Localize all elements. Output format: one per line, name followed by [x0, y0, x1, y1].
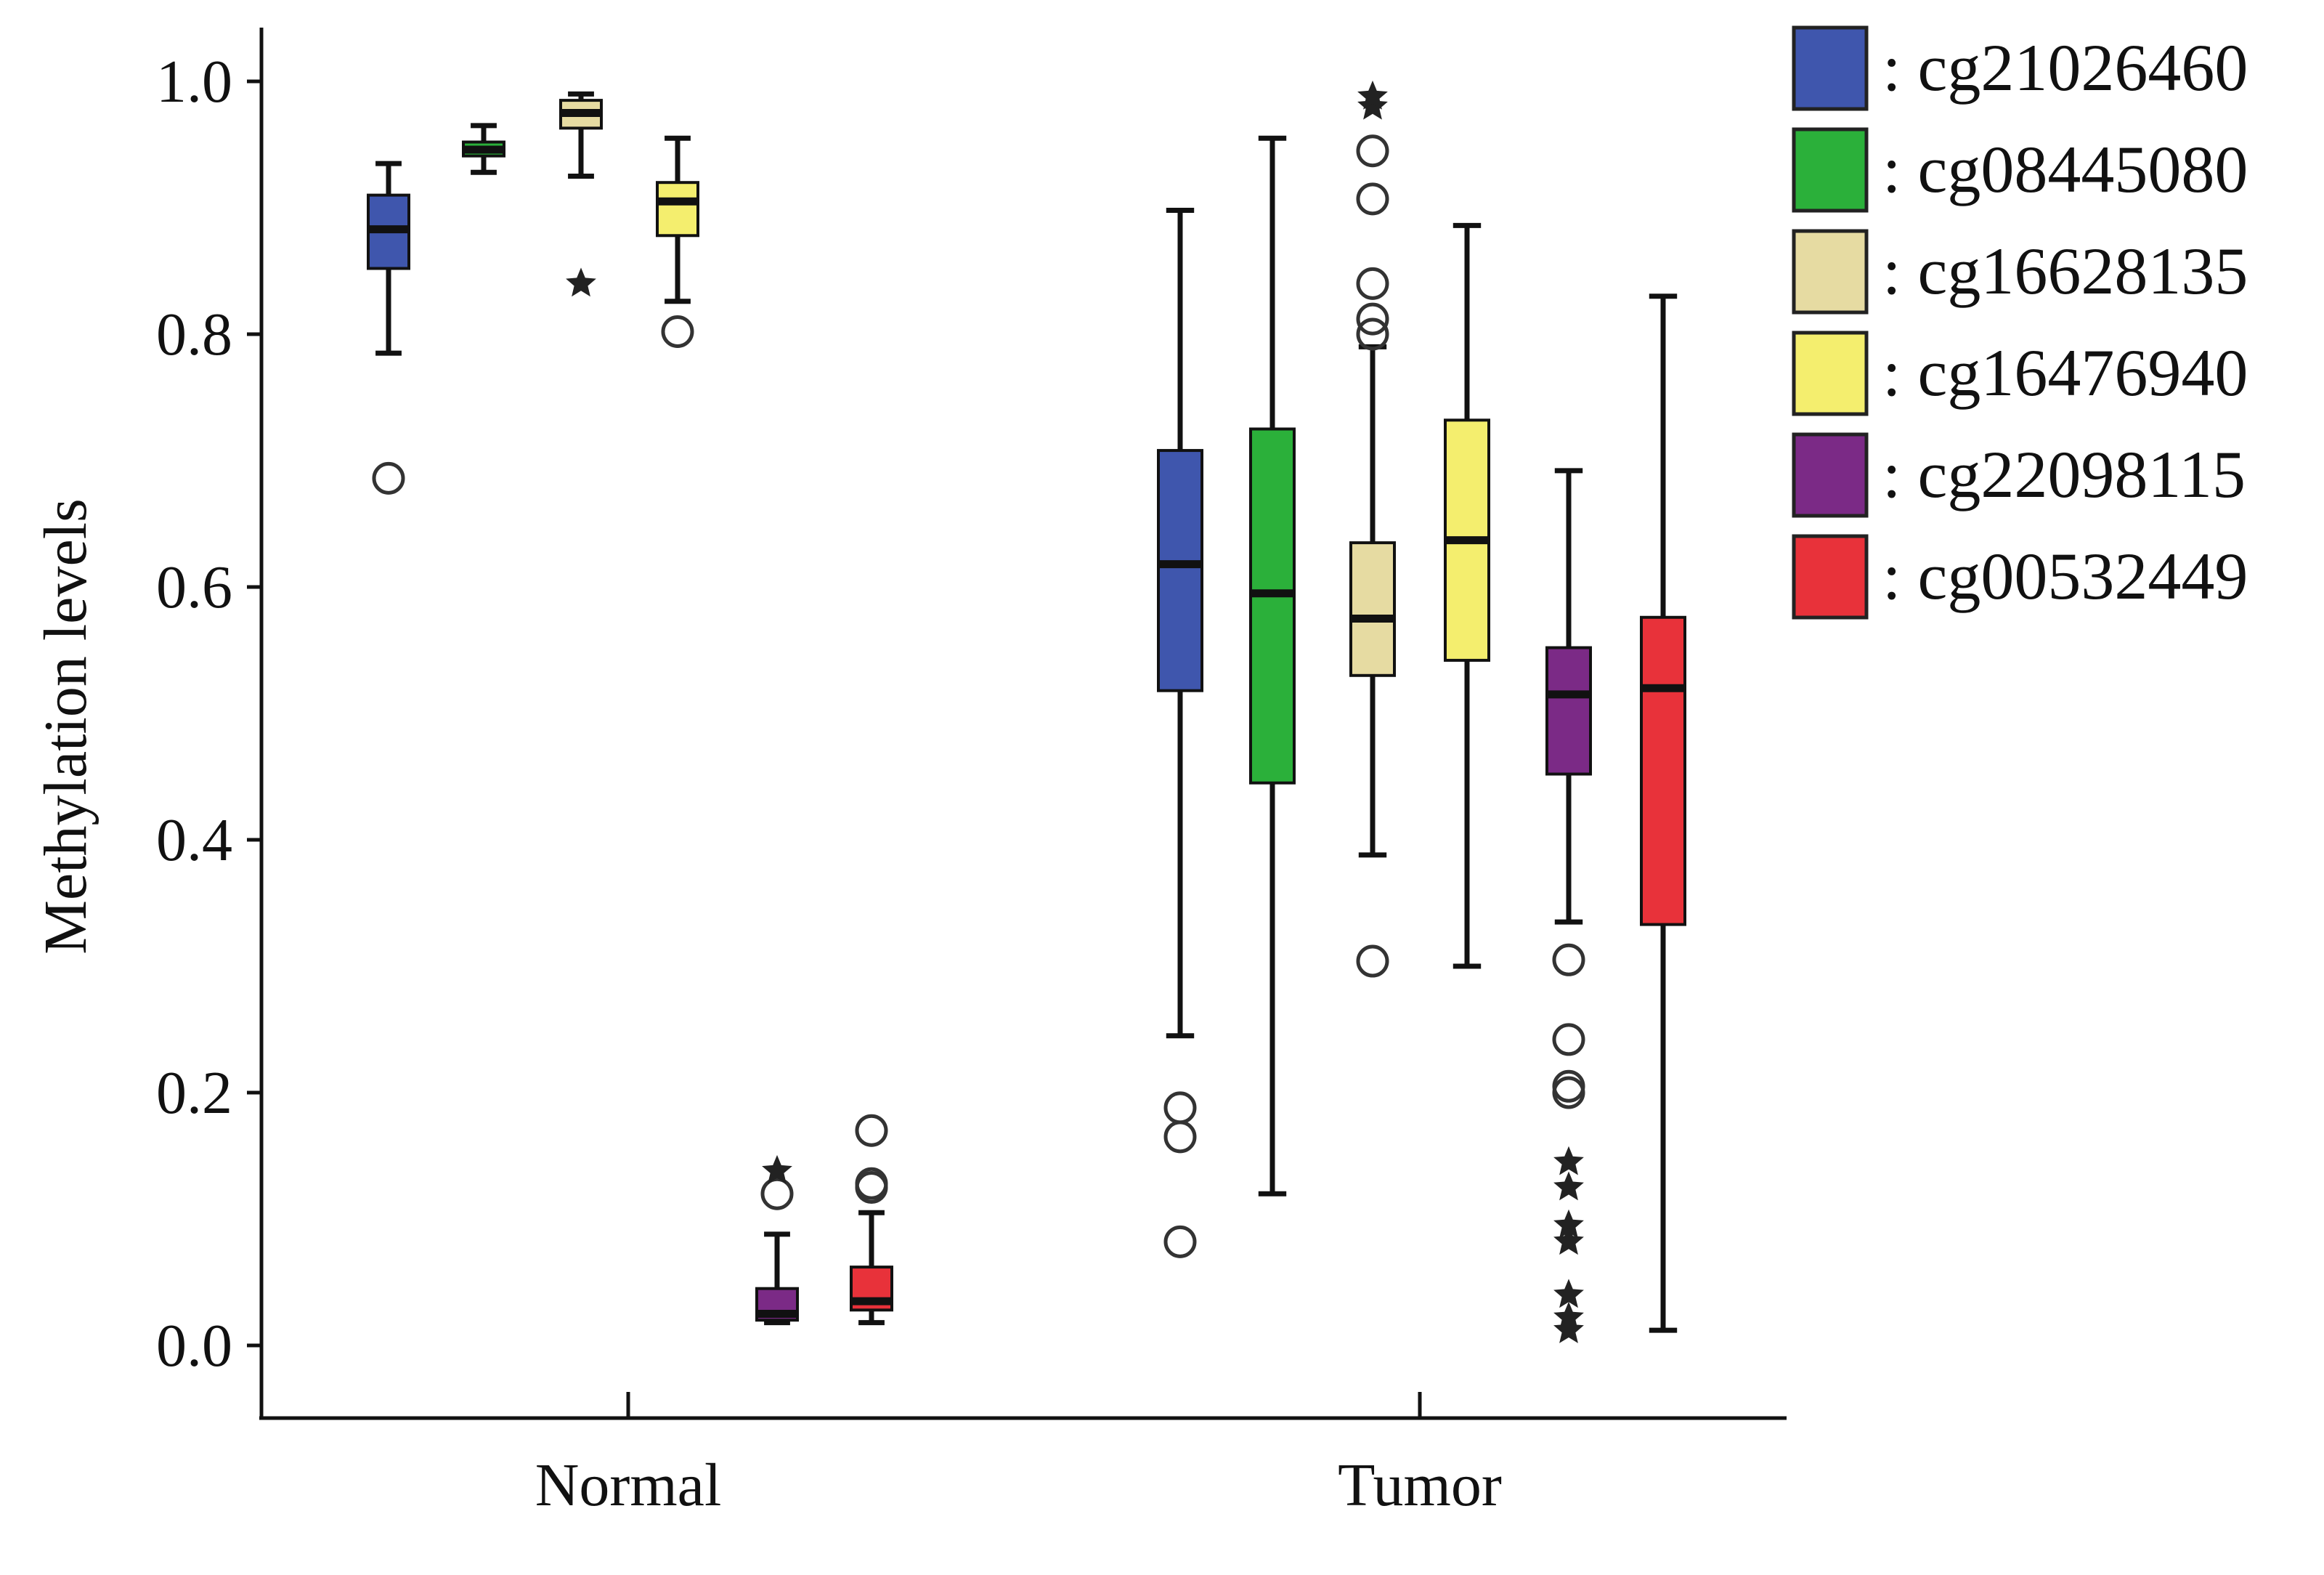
outlier-circle — [661, 315, 694, 349]
box-tumor-1 — [1249, 135, 1296, 1197]
outlier-circle — [372, 461, 405, 495]
outlier-star — [1553, 1209, 1584, 1239]
outlier-circle — [1356, 134, 1389, 168]
legend-label: : cg00532449 — [1882, 539, 2248, 613]
box-tumor-5 — [1640, 293, 1686, 1333]
box-normal-3 — [656, 135, 699, 349]
box-iqr — [1249, 427, 1296, 785]
x-tick-label-tumor: Tumor — [1338, 1451, 1502, 1519]
legend-label: : cg16476940 — [1882, 336, 2248, 410]
outlier-circle — [855, 1114, 888, 1147]
x-tick-label-normal: Normal — [535, 1451, 722, 1519]
legend-swatch — [1792, 127, 1869, 213]
box-iqr — [1157, 449, 1203, 692]
outlier-star — [1553, 1226, 1584, 1255]
box-normal-4 — [755, 1154, 799, 1326]
outlier-star — [762, 1154, 792, 1184]
outlier-star — [566, 267, 596, 297]
box-normal-5 — [850, 1114, 893, 1326]
y-tick-label: 0.8 — [156, 301, 232, 368]
outlier-star — [1553, 1314, 1584, 1343]
outlier-circle — [1356, 182, 1389, 216]
box-iqr — [1640, 615, 1686, 926]
box-normal-2 — [559, 91, 603, 297]
outlier-circle — [855, 1167, 888, 1200]
legend-label: : cg21026460 — [1882, 31, 2248, 105]
outlier-star — [1357, 90, 1388, 120]
legend-swatch — [1792, 25, 1869, 111]
box-tumor-3 — [1444, 222, 1490, 969]
box-normal-1 — [462, 123, 505, 175]
box-tumor-4 — [1545, 468, 1592, 1343]
box-iqr — [1545, 646, 1592, 776]
outlier-circle — [1356, 317, 1389, 351]
axes — [259, 28, 1787, 1420]
x-axis-ticks: Normal Tumor — [535, 1392, 1502, 1519]
outlier-circle — [1163, 1225, 1197, 1258]
y-tick-label: 0.2 — [156, 1059, 232, 1127]
y-tick-label: 0.6 — [156, 554, 232, 621]
legend-label: : cg16628135 — [1882, 234, 2248, 308]
legend-swatch — [1792, 534, 1869, 620]
legend-label: : cg22098115 — [1882, 437, 2246, 511]
y-axis-ticks: 0.0 0.2 0.4 0.6 0.8 1.0 — [156, 48, 261, 1380]
legend: : cg21026460 : cg08445080 : cg16628135 : cg… — [1792, 25, 2248, 620]
legend-label: : cg08445080 — [1882, 132, 2248, 206]
box-tumor-0 — [1157, 207, 1203, 1258]
outlier-star — [1553, 1146, 1584, 1175]
outlier-star — [1553, 1279, 1584, 1308]
outlier-star — [1357, 80, 1388, 110]
outlier-circle — [1356, 944, 1389, 978]
box-iqr — [1349, 541, 1396, 677]
y-tick-label: 1.0 — [156, 48, 232, 116]
legend-item: : cg16628135 — [1792, 229, 2248, 315]
legend-item: : cg22098115 — [1792, 432, 2246, 518]
outlier-circle — [1552, 1023, 1585, 1056]
outlier-circle — [1163, 1120, 1197, 1154]
outlier-circle — [1552, 1076, 1585, 1109]
box-iqr — [656, 181, 699, 238]
legend-swatch — [1792, 331, 1869, 416]
legend-item: : cg16476940 — [1792, 331, 2248, 416]
outlier-circle — [1163, 1091, 1197, 1125]
box-tumor-2 — [1349, 80, 1396, 978]
legend-item: : cg08445080 — [1792, 127, 2248, 213]
outlier-circle — [1356, 267, 1389, 300]
box-normal-0 — [367, 161, 410, 495]
box-plots — [367, 80, 1686, 1343]
outlier-circle — [1552, 943, 1585, 976]
legend-item: : cg00532449 — [1792, 534, 2248, 620]
outlier-circle — [760, 1177, 794, 1210]
outlier-star — [1553, 1171, 1584, 1201]
y-axis-title: Methylation levels — [32, 498, 99, 955]
legend-item: : cg21026460 — [1792, 25, 2248, 111]
legend-swatch — [1792, 229, 1869, 315]
y-tick-label: 0.0 — [156, 1312, 232, 1380]
y-tick-label: 0.4 — [156, 806, 232, 874]
outlier-circle — [1356, 302, 1389, 336]
legend-swatch — [1792, 432, 1869, 518]
outlier-circle — [1552, 1069, 1585, 1103]
